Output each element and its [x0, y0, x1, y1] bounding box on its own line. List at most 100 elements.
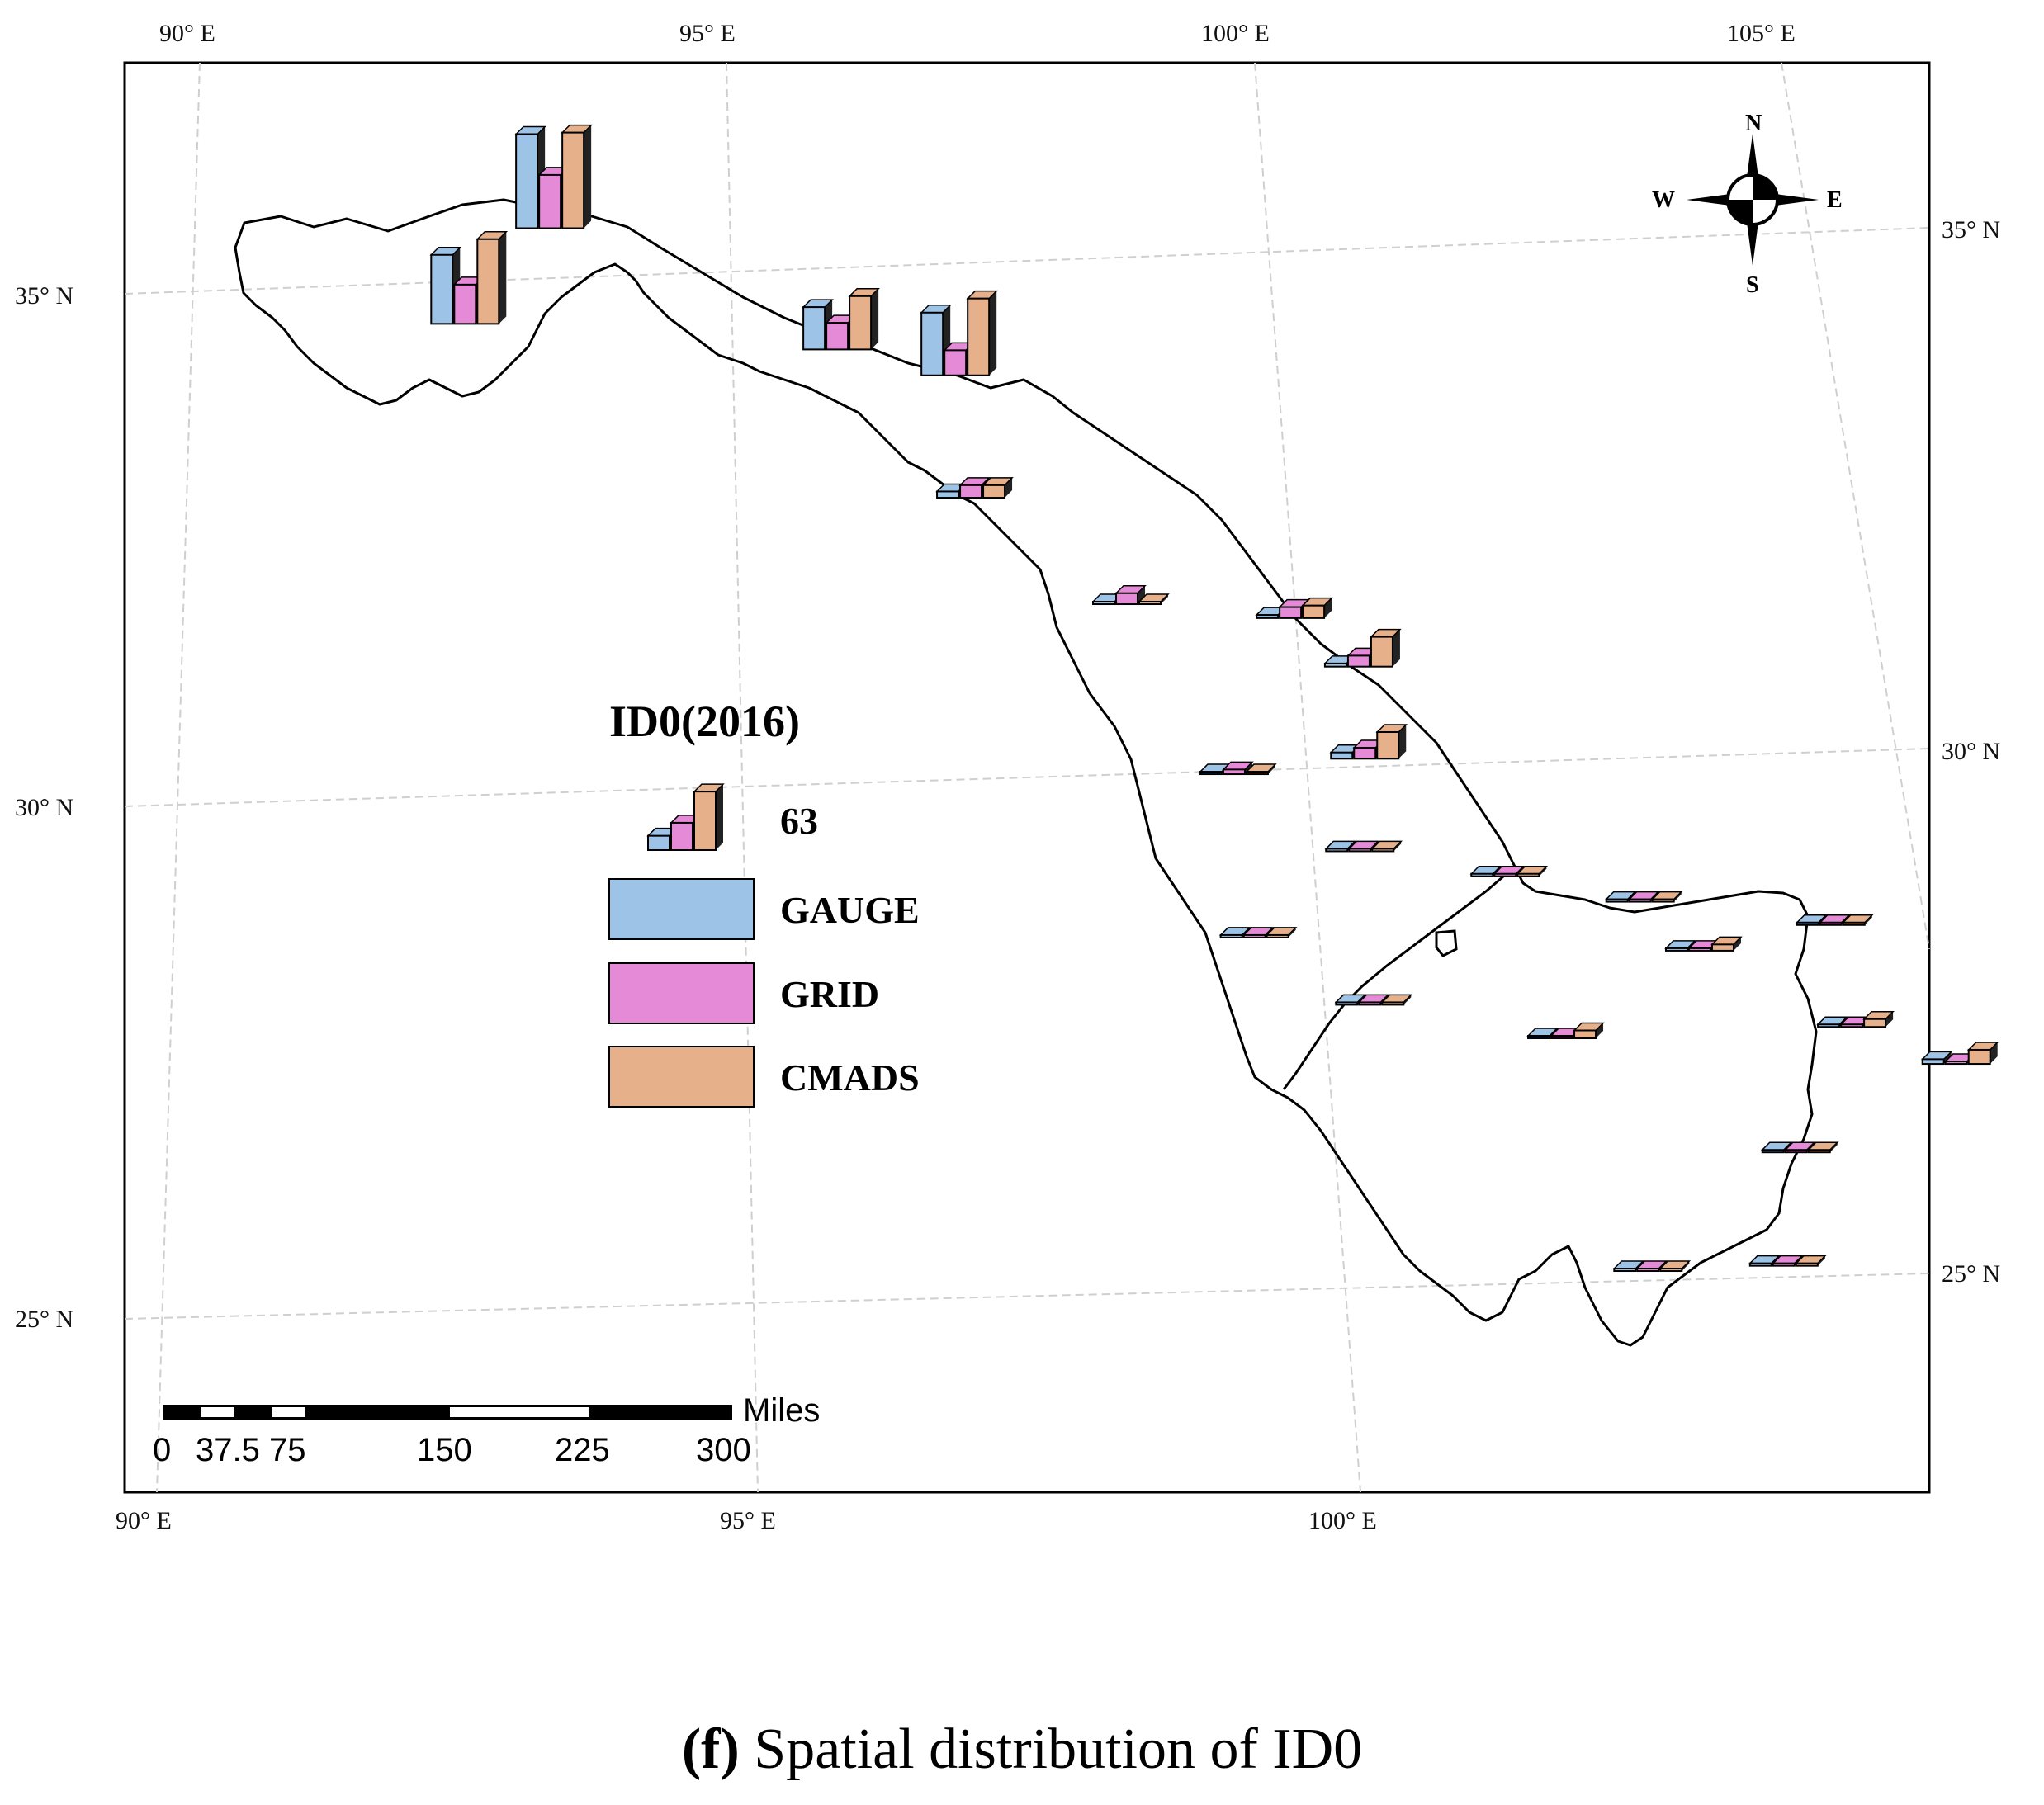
station-bar-cmads: [561, 131, 585, 229]
station-bar-gauge: [1761, 1149, 1785, 1154]
lat-tick-left: 25° N: [15, 1306, 73, 1333]
station-bar-gauge: [1330, 751, 1354, 760]
station-bar-side-cmads: [989, 291, 997, 376]
station-bar-cmads: [982, 484, 1006, 499]
station-21: [1760, 1141, 1839, 1154]
station-bar-grid: [1346, 654, 1370, 668]
station-bar-cmads: [967, 297, 991, 376]
station-bar-cmads: [1863, 1018, 1887, 1028]
station-bar-grid: [826, 322, 849, 351]
station-5: [935, 477, 1014, 499]
legend-swatch-gauge: [608, 878, 755, 940]
scale-segment: [201, 1407, 234, 1417]
station-bar-gauge: [1748, 1262, 1772, 1267]
station-15: [1604, 891, 1683, 903]
station-bar-gauge: [1817, 1023, 1841, 1028]
legend-swatch-grid: [608, 962, 755, 1024]
station-bar-side-cmads: [584, 125, 592, 229]
tick-labels: 90° E 95° E 100° E 105° E 90° E 95° E 10…: [15, 20, 2000, 1534]
graticule-lat-35: [124, 227, 1930, 295]
station-bar-grid: [453, 283, 477, 325]
legend-sample-value: 63: [780, 800, 818, 842]
station-bar-grid: [1550, 1035, 1574, 1040]
station-12: [1469, 865, 1549, 877]
station-bar-gauge: [515, 133, 539, 229]
legend-sample-bar-gauge: [647, 834, 670, 851]
station-bar-side-cmads: [1005, 477, 1013, 499]
station-bar-cmads: [1967, 1048, 1991, 1066]
station-bar-grid: [959, 484, 983, 499]
lon-tick-bottom: 100° E: [1308, 1507, 1377, 1534]
scale-bar: Miles 0 37.5 75 150 225 300: [153, 1392, 820, 1468]
station-10: [1329, 724, 1408, 760]
station-bar-grid: [1819, 921, 1843, 926]
station-bar-gauge: [1921, 1058, 1945, 1066]
legend-label-cmads: CMADS: [780, 1056, 920, 1099]
lon-tick-bottom: 95° E: [720, 1507, 776, 1534]
station-bar-grid: [1222, 768, 1246, 776]
scale-segment: [163, 1405, 732, 1420]
station-4: [920, 290, 998, 376]
scale-label: 300: [696, 1432, 751, 1468]
station-bar-grid: [1493, 872, 1517, 877]
station-bar-gauge: [1470, 872, 1494, 877]
station-bar-cmads: [1795, 1262, 1819, 1267]
station-1: [429, 231, 509, 325]
station-bar-gauge: [1605, 898, 1629, 903]
station-bar-side-cmads: [1990, 1042, 1998, 1065]
graticule-lat-25: [124, 1273, 1930, 1320]
station-bar-cmads: [1659, 1268, 1683, 1273]
legend-sample-bar-grid: [670, 821, 693, 851]
station-6: [1091, 584, 1170, 606]
station-bar-cmads: [1245, 771, 1269, 776]
station-bar-grid: [1687, 947, 1711, 952]
scale-label: 75: [269, 1432, 306, 1468]
graticule-lon-105: [1781, 62, 1930, 950]
station-9: [1199, 761, 1277, 776]
station-bar-gauge: [1219, 933, 1243, 938]
lat-tick-right: 35° N: [1942, 216, 2000, 243]
scale-label: 0: [153, 1432, 171, 1468]
lat-tick-left: 35° N: [15, 282, 73, 309]
lat-tick-right: 30° N: [1942, 738, 2000, 765]
legend-sample-bar-side-cmads: [716, 784, 723, 850]
station-bar-grid: [1279, 606, 1303, 619]
legend-title: ID0(2016): [609, 697, 800, 746]
compass-quadrants: [1728, 175, 1777, 224]
station-bar-cmads: [1302, 604, 1326, 619]
station-bar-side-cmads: [1398, 724, 1407, 759]
station-bar-gauge: [1335, 1001, 1359, 1006]
scale-label: 37.5: [196, 1432, 260, 1468]
station-16: [1664, 936, 1743, 952]
station-bar-grid: [1242, 933, 1266, 938]
station-bar-cmads: [849, 295, 873, 351]
station-bar-side-cmads: [1392, 629, 1400, 667]
legend-swatch-cmads: [608, 1046, 755, 1108]
station-bar-grid: [1353, 746, 1377, 760]
station-bar-grid: [1944, 1061, 1968, 1066]
station-7: [1255, 597, 1333, 619]
station-23: [1748, 1255, 1827, 1267]
station-bar-gauge: [1527, 1035, 1551, 1040]
station-bar-side-cmads: [1324, 598, 1332, 618]
graticule-lat-30: [124, 748, 1930, 807]
scale-label: 225: [555, 1432, 610, 1468]
station-bar-gauge: [802, 306, 826, 351]
figure-caption: (f) Spatial distribution of ID0: [0, 1717, 2044, 1783]
scale-segment: [450, 1407, 589, 1417]
graticule-lon-95: [726, 62, 759, 1493]
station-bar-cmads: [1651, 898, 1675, 903]
station-bar-gauge: [920, 311, 944, 376]
station-bar-grid: [1358, 1001, 1382, 1006]
station-8: [1323, 628, 1402, 668]
station-bar-side-cmads: [1733, 937, 1741, 951]
graticule: [124, 62, 1930, 1493]
station-bar-gauge: [1613, 1268, 1637, 1273]
station-bar-grid: [1636, 1268, 1660, 1273]
station-bar-cmads: [1138, 601, 1162, 606]
compass-e: E: [1827, 187, 1843, 213]
lon-tick-top: 105° E: [1727, 20, 1796, 47]
station-bar-side-cmads: [1885, 1011, 1894, 1028]
station-bar-grid: [1115, 592, 1139, 606]
